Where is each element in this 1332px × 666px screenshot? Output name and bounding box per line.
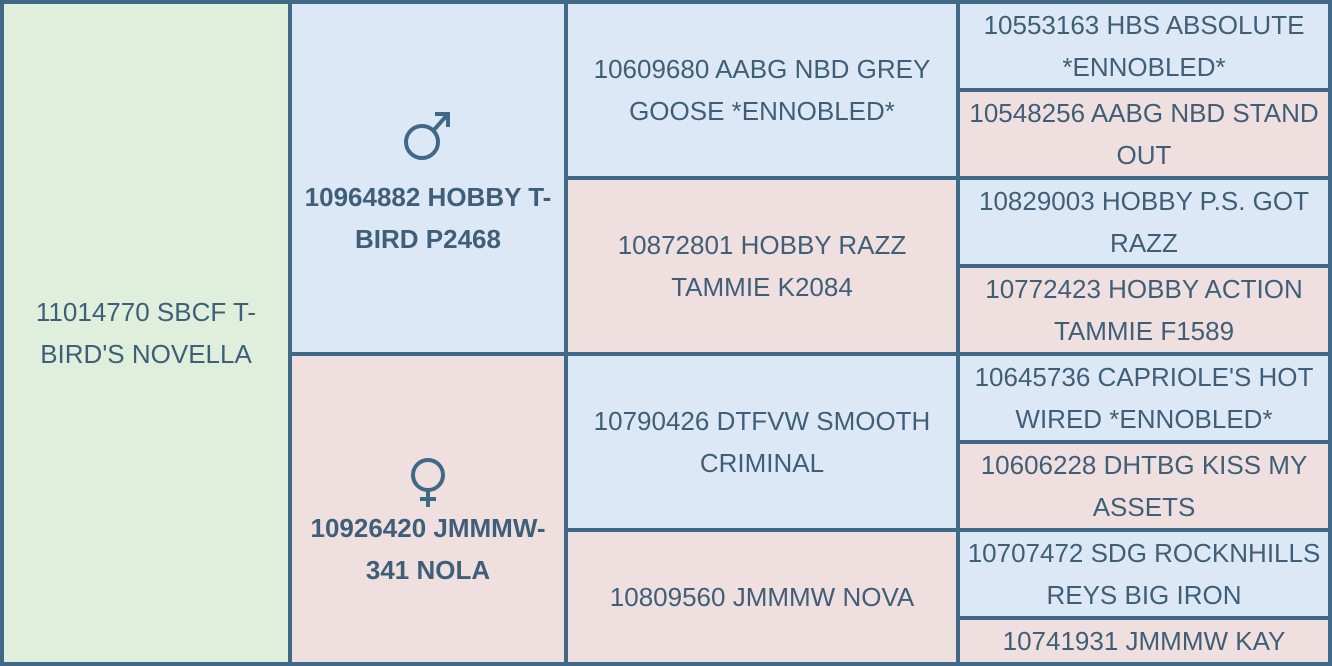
dam-dam-dam-name: 10741931 JMMMW KAY — [1002, 626, 1286, 656]
sire-cell: 10964882 HOBBY T-BIRD P2468 — [288, 0, 568, 356]
dam-dam-dam-cell: 10741931 JMMMW KAY — [956, 616, 1332, 666]
male-symbol-icon — [298, 96, 558, 176]
sire-dam-sire-cell: 10829003 HOBBY P.S. GOT RAZZ — [956, 176, 1332, 268]
dam-sire-cell: 10790426 DTFVW SMOOTH CRIMINAL — [564, 352, 960, 532]
pedigree-row: 10606228 DHTBG KISS MY ASSETS — [2, 440, 1332, 532]
dam-dam-cell: 10809560 JMMMW NOVA — [564, 528, 960, 666]
dam-name: 10926420 JMMMW-341 NOLA — [310, 513, 546, 585]
subject-name: 11014770 SBCF T-BIRD'S NOVELLA — [35, 297, 257, 369]
dam-sire-dam-cell: 10606228 DHTBG KISS MY ASSETS — [956, 440, 1332, 532]
pedigree-row: 10741931 JMMMW KAY — [2, 616, 1332, 666]
sire-dam-cell: 10872801 HOBBY RAZZ TAMMIE K2084 — [564, 176, 960, 356]
sire-dam-sire-name: 10829003 HOBBY P.S. GOT RAZZ — [978, 186, 1309, 258]
pedigree-row: 10772423 HOBBY ACTION TAMMIE F1589 — [2, 264, 1332, 356]
dam-cell: 10926420 JMMMW-341 NOLA — [288, 352, 568, 666]
sire-sire-name: 10609680 AABG NBD GREY GOOSE *ENNOBLED* — [593, 54, 931, 126]
subject-goat: 11014770 SBCF T-BIRD'S NOVELLA — [0, 0, 292, 666]
sire-sire-sire-name: 10553163 HBS ABSOLUTE *ENNOBLED* — [983, 10, 1305, 82]
sire-sire-dam-cell: 10548256 AABG NBD STAND OUT — [956, 88, 1332, 180]
dam-sire-sire-cell: 10645736 CAPRIOLE'S HOT WIRED *ENNOBLED* — [956, 352, 1332, 444]
sire-dam-dam-name: 10772423 HOBBY ACTION TAMMIE F1589 — [985, 274, 1303, 346]
sire-sire-cell: 10609680 AABG NBD GREY GOOSE *ENNOBLED* — [564, 0, 960, 180]
female-symbol-icon — [298, 427, 558, 507]
pedigree-row: 10809560 JMMMW NOVA 10707472 SDG ROCKNHI… — [2, 528, 1332, 666]
sire-dam-name: 10872801 HOBBY RAZZ TAMMIE K2084 — [617, 230, 907, 302]
pedigree-row: 10548256 AABG NBD STAND OUT — [2, 88, 1332, 180]
dam-sire-dam-name: 10606228 DHTBG KISS MY ASSETS — [980, 450, 1308, 522]
dam-sire-name: 10790426 DTFVW SMOOTH CRIMINAL — [593, 406, 931, 478]
dam-dam-sire-cell: 10707472 SDG ROCKNHILLS REYS BIG IRON — [956, 528, 1332, 620]
dam-sire-sire-name: 10645736 CAPRIOLE'S HOT WIRED *ENNOBLED* — [974, 362, 1314, 434]
sire-sire-sire-cell: 10553163 HBS ABSOLUTE *ENNOBLED* — [956, 0, 1332, 92]
pedigree-row: 10872801 HOBBY RAZZ TAMMIE K2084 1082900… — [2, 176, 1332, 356]
dam-dam-sire-name: 10707472 SDG ROCKNHILLS REYS BIG IRON — [967, 538, 1321, 610]
sire-name: 10964882 HOBBY T-BIRD P2468 — [304, 182, 552, 254]
dam-dam-name: 10809560 JMMMW NOVA — [609, 582, 915, 612]
pedigree-row: 10926420 JMMMW-341 NOLA 10790426 DTFVW S… — [2, 352, 1332, 666]
sire-dam-dam-cell: 10772423 HOBBY ACTION TAMMIE F1589 — [956, 264, 1332, 356]
sire-sire-dam-name: 10548256 AABG NBD STAND OUT — [969, 98, 1319, 170]
